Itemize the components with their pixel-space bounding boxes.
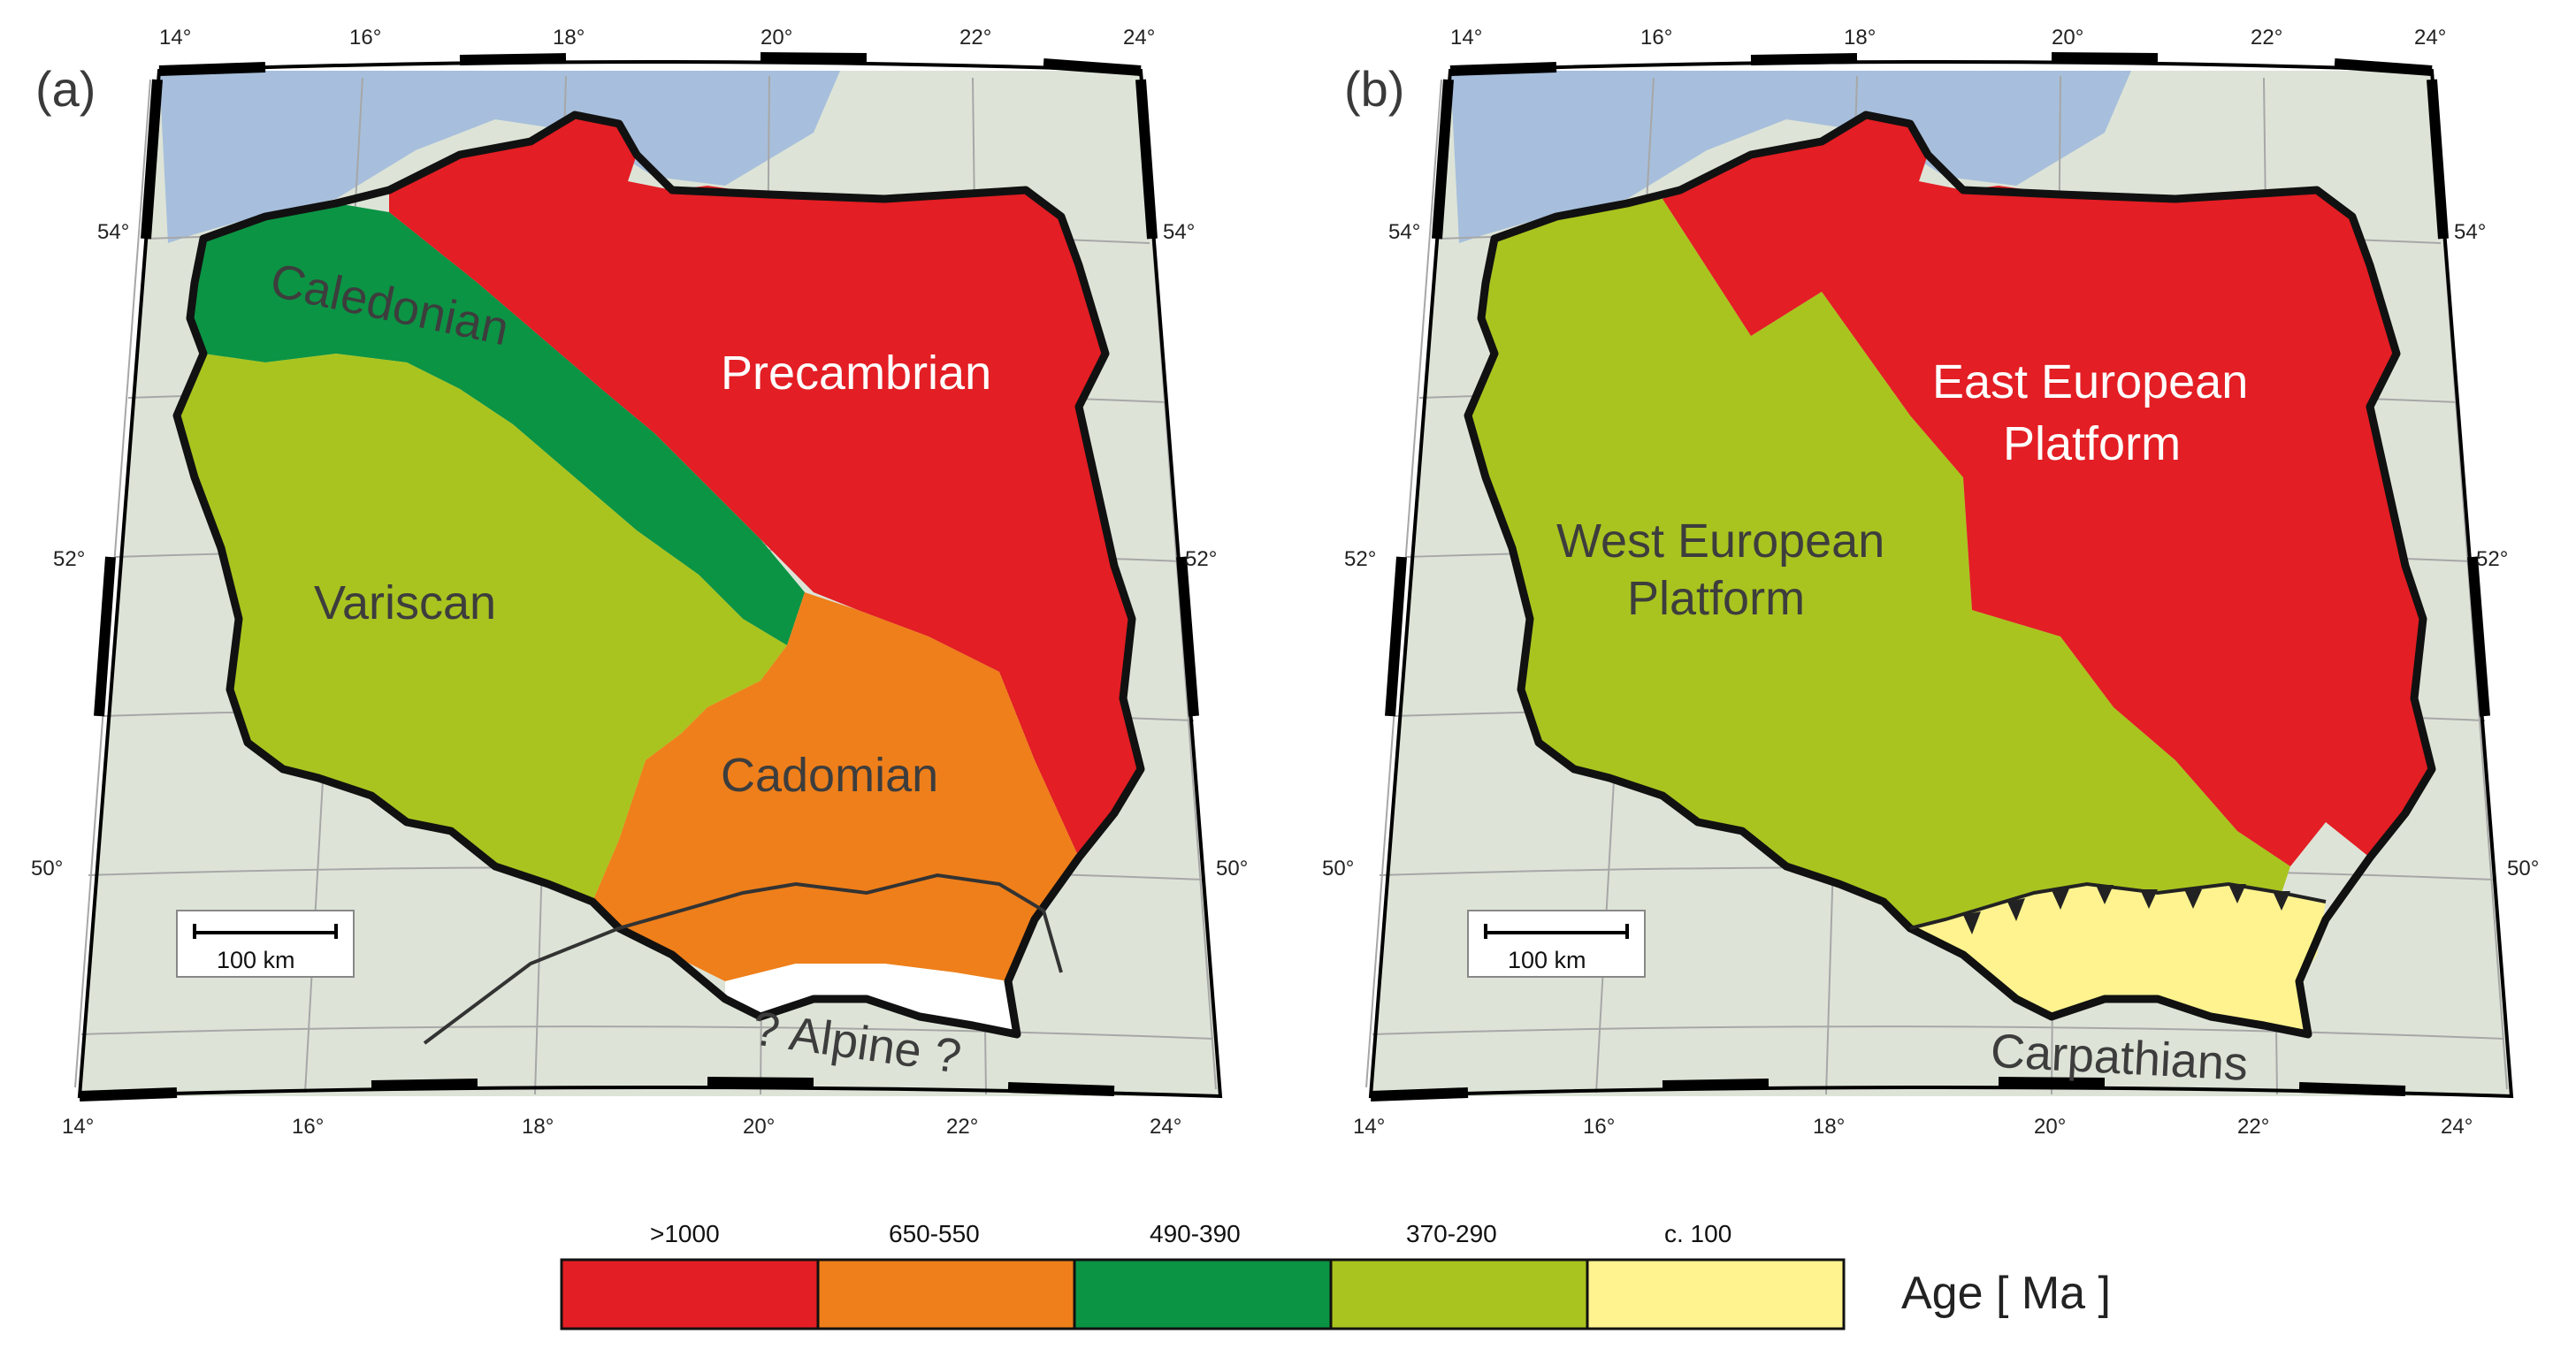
panel-b-left-lat-52: 52° (1344, 547, 1376, 571)
panel-b-top-lon-22: 22° (2251, 26, 2282, 50)
panel-b-bottom-lon-20: 20° (2034, 1115, 2066, 1139)
panel-b: (b) East European Platform West European… (1322, 26, 2539, 1139)
panel-b-top-lon-14: 14° (1450, 26, 1482, 50)
label-east-european-line2: Platform (2003, 417, 2181, 470)
panel-a-top-lon-24: 24° (1123, 26, 1155, 50)
panel-a-top-lon-20: 20° (761, 26, 792, 50)
panel-b-scale-bar: 100 km (1467, 910, 1646, 978)
panel-b-left-lat-50: 50° (1322, 857, 1354, 881)
legend-swatch-4 (1329, 1258, 1589, 1330)
legend-title: Age [ Ma ] (1901, 1268, 2111, 1319)
panel-a-sea (159, 71, 840, 243)
label-west-european-line2: Platform (1627, 572, 1805, 625)
label-variscan: Variscan (314, 576, 496, 629)
panel-a-thrust-line (423, 873, 1063, 1045)
panel-b-thrust-front (1909, 881, 2327, 930)
panel-b-letter: (b) (1344, 61, 1404, 117)
panel-b-top-lon-20: 20° (2052, 26, 2083, 50)
panel-a-right-lat-54: 54° (1163, 220, 1195, 244)
panel-b-frame-ticks (1370, 52, 2490, 1102)
panel-a-left-lat-54: 54° (97, 220, 129, 244)
panel-b-top-lon-16: 16° (1640, 26, 1672, 50)
legend-item-1: >1000 (560, 1220, 820, 1330)
panel-a: (a) Caledonian Precambrian Variscan Cado… (31, 26, 1248, 1139)
legend-item-5: c. 100 (1586, 1220, 1846, 1330)
panel-a-caledonian-region (190, 203, 805, 645)
panel-b-bottom-lon-16: 16° (1583, 1115, 1615, 1139)
legend-label-1: >1000 (650, 1220, 720, 1247)
panel-a-bottom-lon-14: 14° (62, 1115, 94, 1139)
panel-a-left-lat-52: 52° (53, 547, 85, 571)
label-cadomian: Cadomian (721, 749, 938, 802)
label-west-european-line1: West European (1556, 515, 1884, 568)
panel-a-top-lon-22: 22° (959, 26, 991, 50)
panel-b-west-european-platform (1468, 199, 2290, 928)
panel-a-cadomian-region (592, 592, 1079, 981)
age-legend: >1000 650-550 490-390 370-290 c. 100 Age… (560, 1220, 2111, 1330)
panel-a-precambrian-region (389, 115, 1141, 858)
panel-a-bottom-lon-24: 24° (1150, 1115, 1181, 1139)
panel-b-left-lat-54: 54° (1388, 220, 1420, 244)
svg-text:100 km: 100 km (1508, 947, 1586, 973)
panel-b-bottom-lon-14: 14° (1353, 1115, 1385, 1139)
legend-label-4: 370-290 (1406, 1220, 1497, 1247)
legend-item-4: 370-290 (1329, 1220, 1589, 1330)
panel-b-top-lon-24: 24° (2414, 26, 2446, 50)
panel-b-sea (1450, 71, 2131, 243)
panel-a-bottom-lon-22: 22° (946, 1115, 978, 1139)
panel-b-bottom-lon-18: 18° (1813, 1115, 1845, 1139)
panel-b-bottom-lon-22: 22° (2237, 1115, 2269, 1139)
panel-a-left-lat-50: 50° (31, 857, 63, 881)
legend-item-2: 650-550 (816, 1220, 1076, 1330)
panel-a-country-border (172, 111, 1145, 1039)
legend-label-3: 490-390 (1150, 1220, 1241, 1247)
legend-swatch-1 (560, 1258, 820, 1330)
legend-swatch-3 (1073, 1258, 1333, 1330)
panel-b-thrust-teeth (1963, 884, 2290, 934)
panel-a-top-lon-16: 16° (349, 26, 381, 50)
panel-b-east-european-platform (1663, 115, 2432, 866)
legend-item-3: 490-390 (1073, 1220, 1333, 1330)
panel-a-bottom-lon-16: 16° (292, 1115, 324, 1139)
legend-label-5: c. 100 (1664, 1220, 1731, 1247)
panel-b-right-lat-50: 50° (2507, 857, 2539, 881)
panel-b-right-lat-54: 54° (2454, 220, 2486, 244)
svg-text:100 km: 100 km (217, 947, 295, 973)
panel-a-variscan-region (177, 354, 787, 902)
panel-a-right-lat-52: 52° (1185, 547, 1217, 571)
panel-b-country-border (1464, 111, 2436, 1039)
legend-swatch-5 (1586, 1258, 1846, 1330)
panel-a-scale-bar: 100 km (176, 910, 355, 978)
panel-a-top-lon-14: 14° (159, 26, 191, 50)
panel-a-bottom-lon-20: 20° (743, 1115, 775, 1139)
legend-label-2: 650-550 (889, 1220, 980, 1247)
panel-a-frame-ticks (79, 52, 1199, 1102)
panel-a-right-lat-50: 50° (1216, 857, 1248, 881)
legend-swatch-2 (816, 1258, 1076, 1330)
panel-a-letter: (a) (35, 61, 96, 117)
panel-b-top-lon-18: 18° (1844, 26, 1876, 50)
panel-b-bottom-lon-24: 24° (2441, 1115, 2473, 1139)
label-precambrian: Precambrian (721, 347, 991, 400)
panel-a-bottom-lon-18: 18° (522, 1115, 554, 1139)
panel-b-right-lat-52: 52° (2476, 547, 2508, 571)
panel-a-top-lon-18: 18° (553, 26, 585, 50)
label-east-european-line1: East European (1932, 355, 2248, 408)
